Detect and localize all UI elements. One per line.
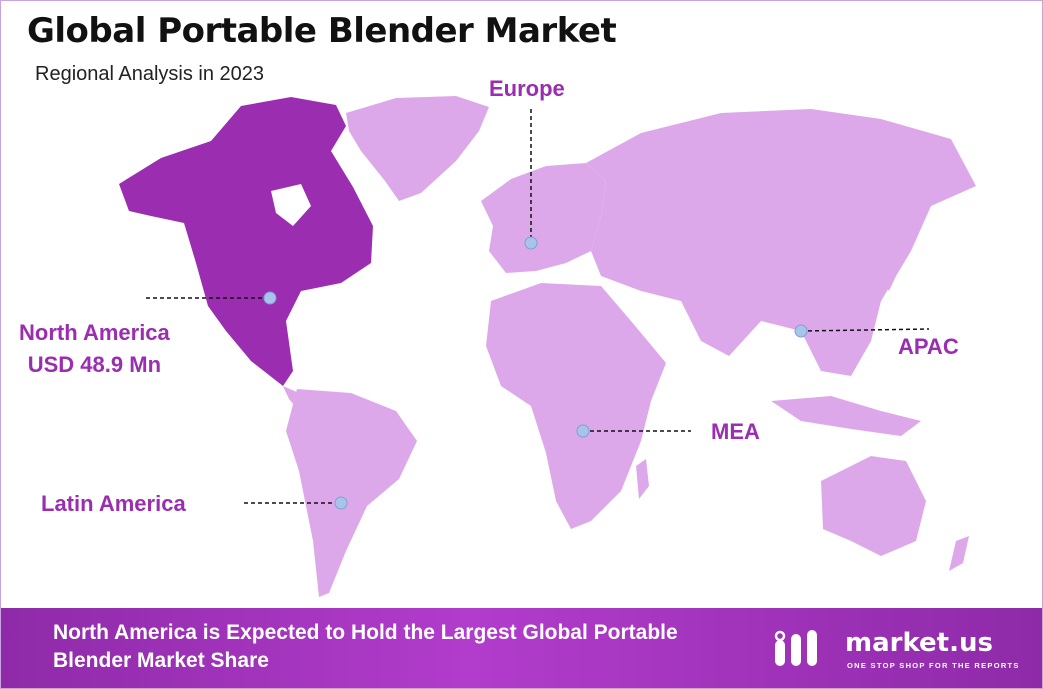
apac-connector [800,328,930,332]
indonesia-shape [771,396,921,436]
madagascar-shape [636,459,649,499]
footer-headline: North America is Expected to Hold the La… [53,621,678,672]
europe-shape [481,163,606,273]
brand-tagline: ONE STOP SHOP FOR THE REPORTS [847,661,1020,670]
mea-marker [576,424,590,438]
australia-shape [821,456,926,556]
africa-shape [486,283,666,529]
north-america-shape [119,97,373,386]
south-america-shape [286,389,417,597]
latin-america-label: Latin America [41,491,186,516]
brand-name: market.us [845,628,993,658]
europe-label: Europe [489,76,565,101]
north-america-name: North America [19,320,170,345]
footer-banner: North America is Expected to Hold the La… [1,608,1042,688]
new-zealand-shape [949,536,969,571]
asia-shape [586,109,976,376]
world-map [119,96,976,597]
market-us-logo-icon [774,630,817,666]
apac-label: APAC [898,334,959,359]
apac-marker [794,324,808,338]
page-subtitle: Regional Analysis in 2023 [35,63,265,85]
page-title: Global Portable Blender Market [27,11,617,51]
north-america-value: USD 48.9 Mn [27,352,162,377]
mea-label: MEA [711,419,760,444]
europe-marker [524,236,538,250]
hudson-bay-shape [271,184,311,226]
north-america-marker [263,291,277,305]
greenland-shape [346,96,489,201]
japan-shape [879,223,903,291]
north-america-label: North America USD 48.9 Mn [19,317,170,381]
uk-shape [491,201,509,229]
latin-america-marker [334,496,348,510]
